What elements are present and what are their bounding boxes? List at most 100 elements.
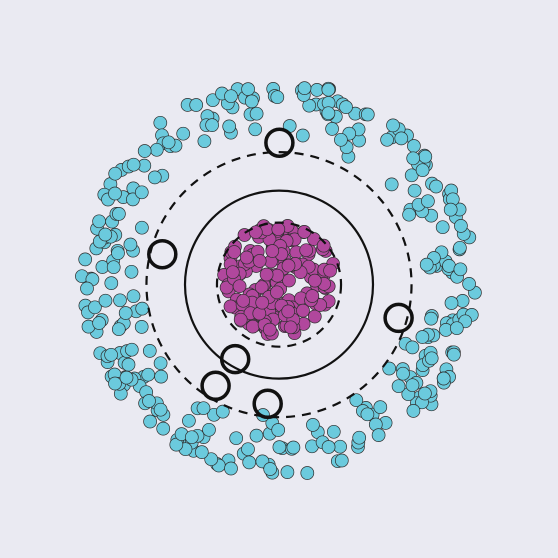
outer-point	[244, 94, 259, 109]
outer-point	[442, 259, 456, 273]
outer-point	[306, 418, 320, 432]
outer-point	[270, 90, 285, 105]
outer-point	[153, 356, 168, 371]
outer-point	[297, 81, 312, 95]
outer-point	[394, 131, 409, 146]
outer-point	[286, 440, 301, 455]
inner-point	[307, 273, 322, 288]
outer-point	[325, 122, 339, 136]
outer-point	[154, 369, 168, 384]
inner-point	[259, 267, 274, 282]
outer-point	[405, 378, 420, 393]
outer-point	[421, 194, 435, 209]
outer-point	[196, 401, 211, 416]
inner-point	[305, 289, 320, 303]
support-vector-marker	[264, 127, 295, 158]
outer-point	[407, 139, 421, 153]
outer-point	[373, 400, 388, 414]
outer-point	[113, 293, 127, 308]
inner-point	[323, 263, 337, 278]
outer-point	[134, 185, 149, 200]
outer-point	[224, 89, 238, 104]
outer-point	[204, 452, 219, 467]
inner-point	[271, 222, 286, 237]
outer-point	[108, 166, 123, 181]
outer-point	[360, 407, 375, 422]
outer-point	[415, 163, 430, 178]
outer-point	[415, 330, 430, 344]
inner-point	[248, 225, 263, 240]
inner-point	[255, 295, 270, 310]
outer-point	[424, 351, 439, 366]
support-vectors	[147, 127, 414, 420]
outer-point	[104, 347, 118, 362]
outer-point	[352, 430, 367, 445]
outer-point	[134, 320, 149, 334]
outer-point	[407, 183, 422, 198]
inner-point	[239, 250, 254, 265]
inner-point	[281, 258, 296, 273]
outer-point	[333, 439, 347, 454]
inner-point	[316, 238, 331, 253]
inner-point	[307, 309, 322, 324]
outer-point	[135, 220, 149, 235]
inner-point	[270, 285, 284, 300]
outer-point	[435, 220, 450, 235]
outer-point	[419, 257, 434, 272]
outer-point	[98, 293, 113, 308]
inner-point	[236, 293, 251, 308]
outer-point	[436, 371, 451, 386]
outer-point	[182, 413, 196, 428]
outer-point	[111, 246, 125, 261]
outer-point	[135, 301, 150, 316]
inner-point	[262, 322, 277, 337]
outer-point	[98, 227, 113, 242]
outer-point	[141, 367, 156, 382]
support-vector-marker	[252, 388, 283, 420]
outer-point	[153, 115, 168, 130]
outer-point	[406, 151, 421, 166]
outer-point	[202, 422, 216, 437]
outer-point	[443, 202, 458, 217]
outer-point	[396, 366, 410, 381]
outer-point	[405, 340, 420, 355]
outer-point	[444, 296, 459, 310]
outer-point	[142, 344, 157, 358]
inner-point	[283, 320, 298, 335]
outer-point	[321, 106, 336, 121]
outer-point	[371, 428, 386, 442]
outer-point	[454, 219, 468, 233]
outer-point	[197, 134, 212, 149]
outer-point	[391, 379, 406, 394]
outer-point	[88, 300, 102, 315]
inner-point	[296, 303, 310, 318]
outer-point	[242, 455, 257, 470]
support-vector-marker	[147, 238, 178, 270]
outer-point	[118, 306, 133, 320]
outer-point	[205, 93, 220, 108]
outer-point	[126, 289, 141, 304]
outer-point	[108, 376, 122, 391]
inner-point	[245, 319, 260, 334]
outer-point	[249, 428, 264, 443]
outer-point	[334, 453, 349, 468]
outer-point	[272, 440, 287, 454]
outer-point	[124, 264, 139, 279]
outer-point	[80, 281, 94, 296]
outer-point	[339, 100, 353, 114]
outer-point	[222, 119, 237, 134]
outer-point	[453, 262, 468, 277]
outer-point	[418, 149, 433, 164]
outer-point	[147, 170, 162, 185]
inner-point	[232, 279, 247, 294]
outer-point	[382, 361, 397, 376]
outer-point	[449, 321, 464, 336]
outer-point	[189, 98, 204, 112]
support-vector-marker	[383, 302, 414, 334]
outer-point	[402, 207, 416, 222]
outer-point	[184, 430, 199, 445]
outer-point	[447, 347, 461, 362]
outer-point	[380, 132, 394, 147]
decision-boundaries	[145, 151, 413, 419]
outer-point	[142, 394, 156, 408]
